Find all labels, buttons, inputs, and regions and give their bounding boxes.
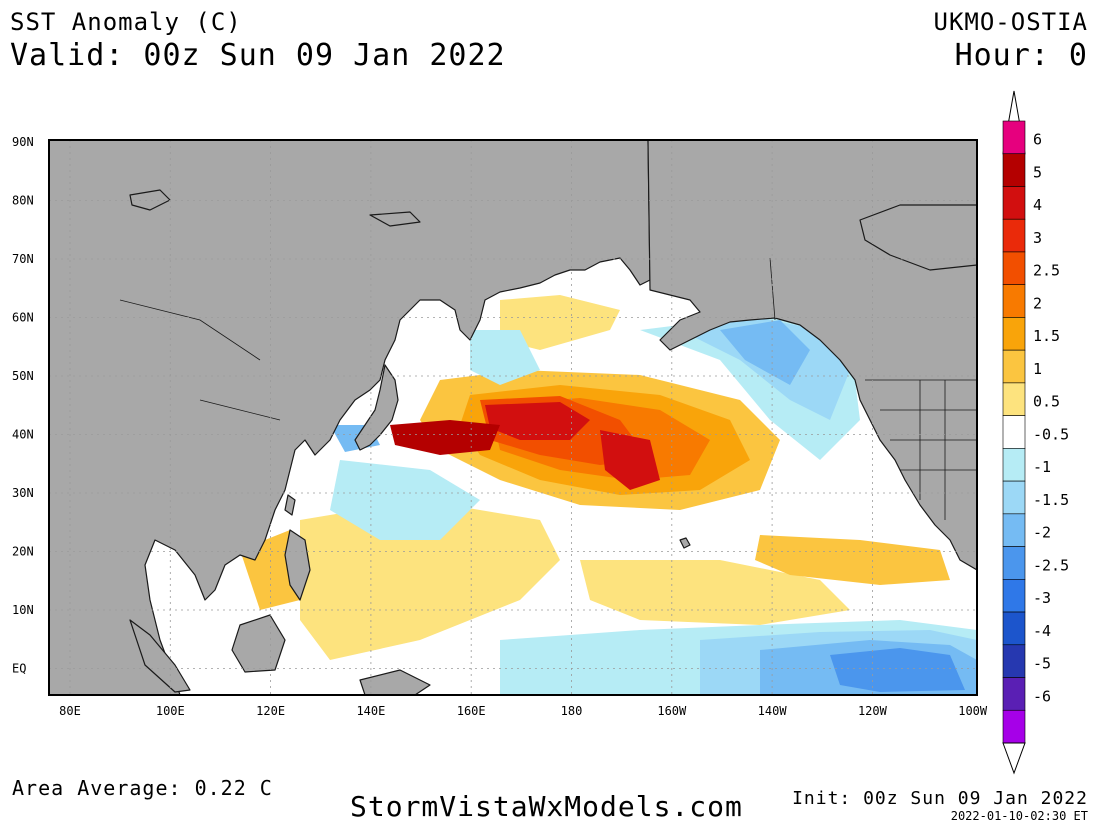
- anomaly-patch-pale-yellow: [580, 560, 850, 625]
- colorbar-swatch: [1002, 415, 1026, 449]
- latitude-label: 50N: [12, 369, 34, 383]
- colorbar-swatch: [1002, 644, 1026, 678]
- anomaly-patch-light-orange: [755, 535, 950, 585]
- colorbar-swatch: [1002, 677, 1026, 711]
- longitude-label: 140E: [356, 704, 385, 718]
- valid-time: Valid: 00z Sun 09 Jan 2022: [10, 38, 506, 73]
- colorbar-swatch: [1002, 317, 1026, 351]
- colorbar-label: 1: [1033, 360, 1042, 378]
- longitude-label: 120E: [256, 704, 285, 718]
- new-guinea-island: [359, 669, 431, 695]
- colorbar-label: -4: [1033, 622, 1051, 640]
- colorbar-label: -2.5: [1033, 556, 1069, 574]
- philippines-islands: [284, 529, 311, 601]
- borneo-island: [231, 614, 286, 673]
- anomaly-patch-pale-yellow: [300, 500, 560, 660]
- colorbar-label: 4: [1033, 196, 1042, 214]
- colorbar-label: -1.5: [1033, 491, 1069, 509]
- colorbar-label: 6: [1033, 131, 1042, 149]
- anomaly-patch-red: [600, 430, 660, 490]
- colorbar-swatch: [1002, 382, 1026, 416]
- map-title: SST Anomaly (C): [10, 8, 242, 36]
- latitude-labels: 90N 80N 70N 60N 50N 40N 30N 20N 10N EQ: [12, 135, 34, 676]
- colorbar-swatch: [1002, 709, 1026, 744]
- colorbar-label: -6: [1033, 687, 1051, 705]
- colorbar-bottom-arrow: [1002, 742, 1026, 775]
- colorbar-swatch: [1002, 251, 1026, 285]
- site-watermark: StormVistaWxModels.com: [350, 790, 743, 823]
- colorbar-swatch: [1002, 186, 1026, 220]
- colorbar-label: -1: [1033, 458, 1051, 476]
- graticule: [49, 140, 977, 695]
- anomaly-patch-blue: [720, 320, 810, 385]
- land: [49, 140, 977, 695]
- latitude-label: 30N: [12, 486, 34, 500]
- latitude-label: 60N: [12, 311, 34, 325]
- japan-island: [354, 364, 399, 451]
- longitude-labels: 80E 100E 120E 140E 160E 180 160W 140W 120W 100W: [59, 704, 988, 718]
- longitude-label: 140W: [758, 704, 788, 718]
- colorbar-swatch: [1002, 153, 1026, 187]
- colorbar-label: -2: [1033, 524, 1051, 542]
- colorbar-swatch: [1002, 611, 1026, 646]
- colorbar-swatch: [1002, 349, 1026, 384]
- colorbar-swatch: [1002, 579, 1026, 613]
- anomaly-patch-red: [485, 402, 590, 440]
- colorbar-label: -5: [1033, 655, 1051, 673]
- latitude-label: 40N: [12, 428, 34, 442]
- colorbar-label: 1.5: [1033, 327, 1060, 345]
- latitude-label: EQ: [12, 662, 26, 676]
- colorbar-swatch: [1002, 448, 1026, 482]
- longitude-label: 120W: [858, 704, 888, 718]
- anomaly-patch-medium-blue: [830, 648, 965, 692]
- model-name: UKMO-OSTIA: [933, 8, 1088, 36]
- colorbar-label: 3: [1033, 229, 1042, 247]
- longitude-label: 180: [561, 704, 583, 718]
- colorbar-swatch: [1002, 513, 1026, 547]
- longitude-label: 160W: [657, 704, 687, 718]
- colorbar-label: 2.5: [1033, 262, 1060, 280]
- map-frame: [48, 139, 978, 696]
- severnaya-zemlya-island: [369, 211, 421, 227]
- svalbard-island: [129, 189, 171, 211]
- latitude-label: 70N: [12, 252, 34, 266]
- latitude-label: 80N: [12, 194, 34, 208]
- latitude-label: 10N: [12, 603, 34, 617]
- area-average: Area Average: 0.22 C: [12, 776, 273, 800]
- colorbar-swatch: [1002, 120, 1026, 155]
- colorbar-swatch: [1002, 218, 1026, 253]
- political-boundaries: [119, 257, 977, 520]
- latitude-label: 90N: [12, 135, 34, 149]
- colorbar-label: 0.5: [1033, 393, 1060, 411]
- forecast-hour: Hour: 0: [954, 38, 1088, 73]
- colorbar-swatch: [1002, 284, 1026, 318]
- colorbar-label: 2: [1033, 294, 1042, 312]
- anomaly-patch-light-cyan: [330, 460, 480, 540]
- init-time: Init: 00z Sun 09 Jan 2022: [792, 788, 1088, 809]
- longitude-label: 100W: [958, 704, 988, 718]
- colorbar-swatch: [1002, 546, 1026, 580]
- taiwan-island: [284, 494, 296, 516]
- longitude-label: 80E: [59, 704, 81, 718]
- colorbar-label: -3: [1033, 589, 1051, 607]
- generation-timestamp: 2022-01-10-02:30 ET: [950, 809, 1088, 823]
- asia-landmass: [49, 140, 651, 695]
- longitude-label: 160E: [457, 704, 486, 718]
- anomaly-patch-pale-yellow: [500, 295, 620, 350]
- latitude-label: 20N: [12, 545, 34, 559]
- anomaly-patch-light-cyan: [470, 330, 540, 385]
- colorbar-label: -0.5: [1033, 425, 1069, 443]
- anomaly-field-cool: [330, 315, 977, 695]
- color-scale-bar: 6 5 4 3 2.5 2 1.5 1 0.5 -0.5 -1 -1.5 -2 -2.5 -3 -4 -5 -6: [1002, 90, 1069, 775]
- colorbar-swatch: [1002, 480, 1026, 515]
- greenland-landmass: [859, 204, 977, 271]
- longitude-label: 100E: [156, 704, 185, 718]
- sumatra-island: [129, 619, 191, 693]
- map-content: [49, 140, 977, 695]
- hawaii-islands: [679, 537, 691, 549]
- anomaly-patch-dark-red: [390, 420, 500, 455]
- colorbar-label: 5: [1033, 163, 1042, 181]
